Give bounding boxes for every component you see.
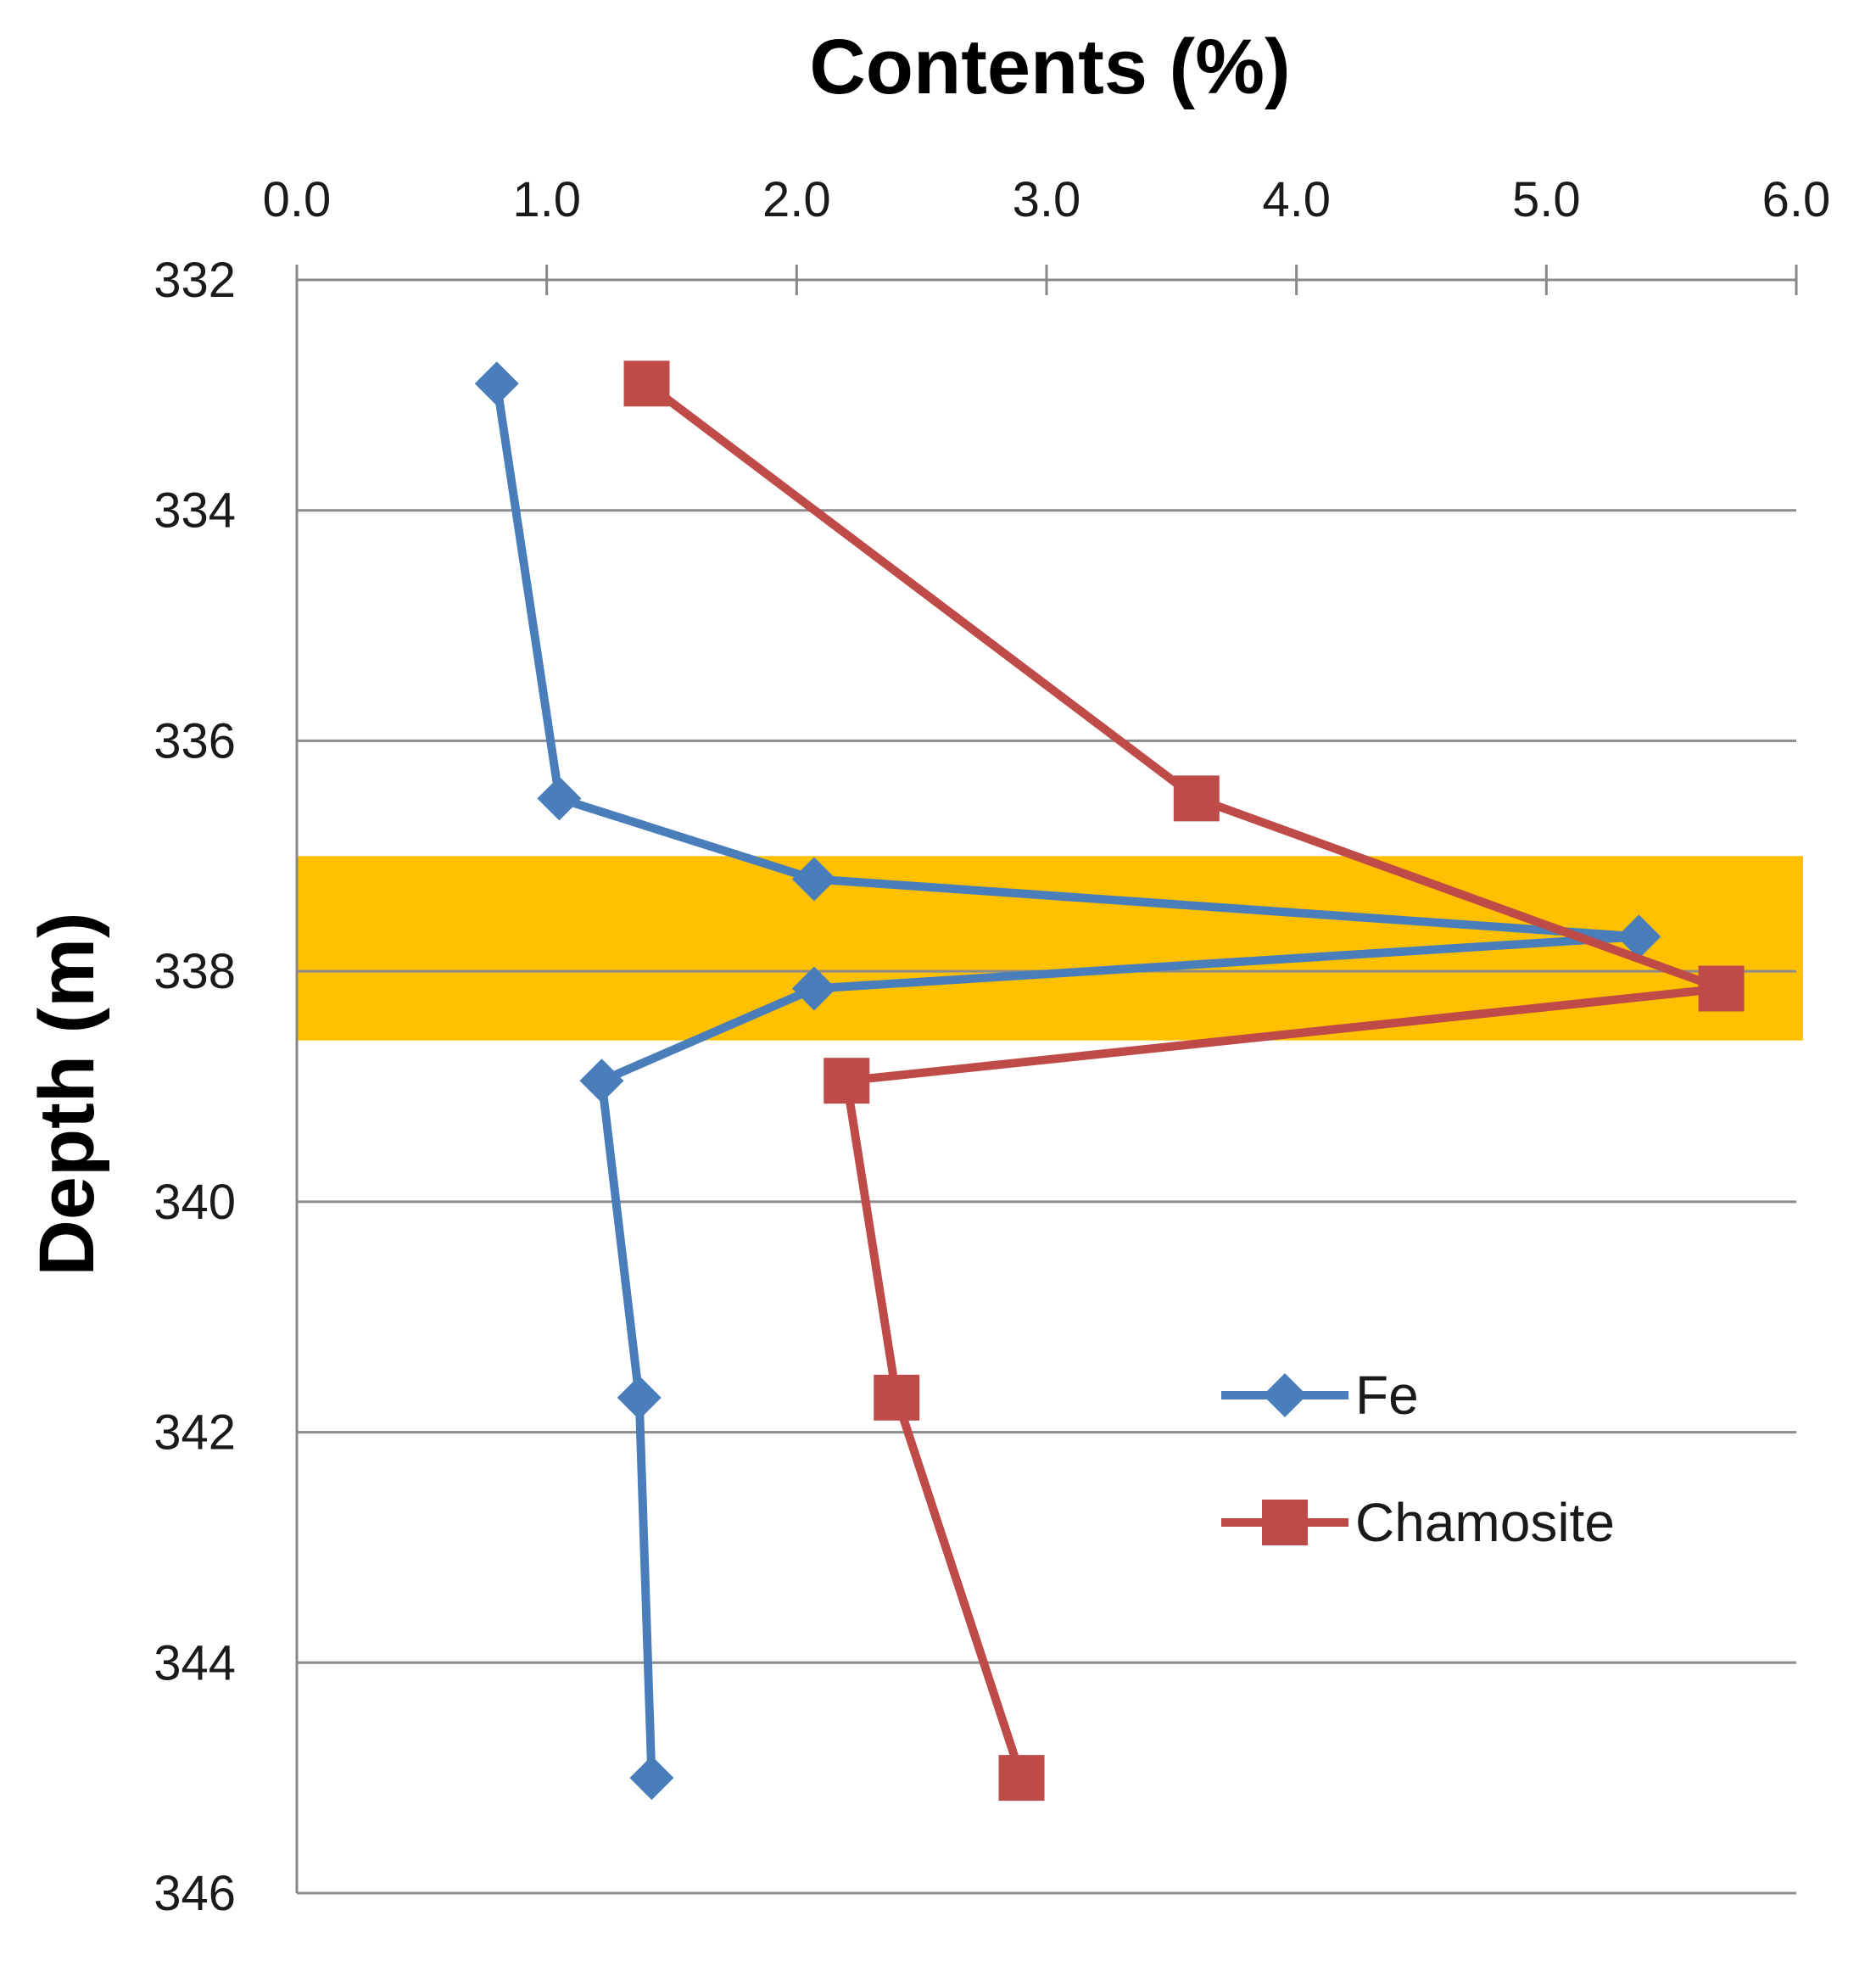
data-point-fe-2: [791, 857, 836, 902]
x-tick-label-0.0: 0.0: [263, 172, 332, 227]
highlight-band-layer: [297, 856, 1803, 1041]
data-point-chamosite-3: [824, 1058, 870, 1104]
x-tick-label-6.0: 6.0: [1762, 172, 1831, 227]
y-tick-label-332: 332: [154, 253, 236, 308]
data-point-fe-0: [474, 361, 519, 406]
x-tick-label-5.0: 5.0: [1512, 172, 1581, 227]
highlight-band: [297, 856, 1803, 1041]
legend-marker-fe: [1263, 1373, 1307, 1417]
y-tick-label-340: 340: [154, 1175, 236, 1230]
x-axis-title: Contents (%): [809, 24, 1290, 110]
legend-label-fe: Fe: [1355, 1365, 1419, 1426]
legend: Fe Chamosite: [1221, 1365, 1615, 1553]
data-point-fe-3: [1616, 914, 1661, 959]
x-tick-label-1.0: 1.0: [512, 172, 581, 227]
x-tick-label-2.0: 2.0: [762, 172, 831, 227]
y-axis-title: Depth (m): [24, 912, 110, 1276]
legend-marker-chamosite: [1262, 1500, 1308, 1545]
data-point-chamosite-1: [1173, 775, 1220, 822]
series-chamosite: [623, 360, 1745, 1802]
data-point-fe-5: [579, 1059, 624, 1103]
data-point-chamosite-0: [623, 360, 670, 407]
data-point-chamosite-4: [874, 1374, 920, 1421]
x-tick-label-4.0: 4.0: [1262, 172, 1331, 227]
y-tick-label-338: 338: [154, 944, 236, 999]
legend-item-fe: Fe: [1221, 1365, 1419, 1426]
data-point-chamosite-2: [1698, 965, 1745, 1012]
series-line-fe: [492, 379, 1644, 1783]
series-fe: [474, 361, 1661, 1801]
y-tick-label-346: 346: [154, 1866, 236, 1921]
series-line-chamosite: [642, 379, 1726, 1783]
data-point-fe-1: [537, 776, 582, 821]
y-tick-label-336: 336: [154, 713, 236, 768]
y-tick-label-334: 334: [154, 483, 236, 539]
y-tick-label-342: 342: [154, 1405, 236, 1461]
axes: 0.0 1.0 2.0 3.0 4.0 5.0 6.0 332 334 336 338 340 342 3…: [154, 172, 1830, 1921]
y-tick-label-344: 344: [154, 1635, 236, 1690]
x-tick-label-3.0: 3.0: [1013, 172, 1081, 227]
data-point-fe-7: [629, 1756, 674, 1801]
series: [474, 360, 1745, 1802]
legend-label-chamosite: Chamosite: [1355, 1492, 1615, 1553]
data-point-fe-6: [617, 1375, 662, 1420]
legend-item-chamosite: Chamosite: [1221, 1492, 1615, 1553]
data-point-chamosite-5: [998, 1755, 1045, 1802]
data-point-fe-4: [791, 966, 836, 1011]
